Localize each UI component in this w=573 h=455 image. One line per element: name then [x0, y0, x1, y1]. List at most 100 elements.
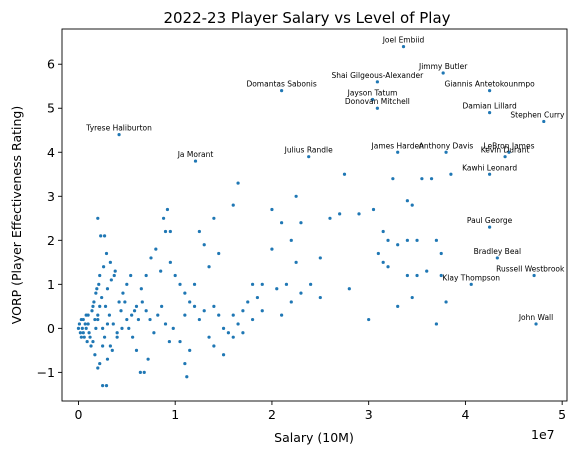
data-point [221, 353, 226, 357]
y-axis-label: VORP (Player Effectiveness Rating) [9, 106, 24, 324]
x-tick-label: 2 [268, 407, 276, 422]
point-label: Kawhi Leonard [462, 163, 517, 172]
annotated-data-point [488, 89, 492, 93]
data-point [102, 234, 107, 238]
data-point [96, 317, 100, 322]
annotated-data-point [469, 282, 473, 286]
data-point [396, 304, 400, 308]
data-point [88, 335, 92, 339]
data-point [76, 326, 81, 330]
data-point [444, 300, 448, 304]
data-point [429, 177, 434, 181]
x-axis-label: Salary (10M) [274, 430, 354, 445]
data-point [97, 282, 101, 286]
data-point [81, 317, 85, 322]
data-point [299, 291, 303, 295]
data-point [236, 181, 240, 185]
data-point [405, 273, 409, 278]
data-point [309, 282, 313, 286]
data-point [425, 269, 429, 273]
data-point [241, 309, 245, 313]
point-label: Donovan Mitchell [345, 97, 410, 106]
data-point [115, 335, 119, 339]
data-point [111, 322, 115, 326]
data-point [110, 348, 114, 352]
data-point [294, 194, 298, 198]
data-point [101, 383, 105, 388]
data-point [168, 229, 172, 234]
data-point [125, 317, 129, 322]
data-point [96, 366, 100, 370]
annotated-data-point [532, 273, 536, 278]
data-point [160, 304, 164, 308]
data-point [144, 309, 148, 313]
data-point [93, 317, 97, 322]
data-point [121, 291, 125, 295]
data-point [163, 229, 168, 234]
data-point [93, 353, 97, 357]
y-tick-label: 4 [47, 145, 55, 160]
data-point [207, 335, 211, 339]
data-point [250, 282, 255, 286]
data-point [83, 322, 87, 326]
data-point [347, 287, 351, 291]
data-point [159, 269, 163, 273]
x-tick-label: 3 [365, 407, 373, 422]
data-point [183, 313, 187, 317]
chart-title: 2022-23 Player Salary vs Level of Play [163, 9, 450, 27]
data-point [231, 203, 235, 207]
data-point [415, 238, 419, 242]
data-point [146, 357, 150, 361]
data-point [270, 207, 274, 212]
data-point [84, 326, 88, 330]
annotated-data-point [396, 150, 400, 154]
data-point [231, 313, 235, 317]
data-point [299, 221, 303, 225]
y-tick-label: 6 [47, 57, 55, 72]
data-point [161, 216, 166, 220]
point-label: Klay Thompson [442, 273, 500, 282]
data-point [101, 344, 105, 348]
point-label: John Wall [518, 313, 553, 322]
point-label: Shai Gilgeous-Alexander [332, 71, 425, 80]
data-point [173, 273, 177, 278]
data-point [197, 229, 201, 234]
data-point [96, 216, 100, 220]
data-point [415, 273, 419, 278]
data-point [142, 370, 146, 374]
y-tick-label: −1 [37, 365, 55, 380]
data-point [154, 247, 158, 251]
x-tick-label: 0 [74, 407, 82, 422]
data-point [250, 317, 255, 322]
data-point [168, 260, 172, 264]
annotated-data-point [193, 159, 198, 163]
data-point [79, 335, 83, 339]
data-point [134, 304, 139, 308]
data-point [188, 348, 192, 352]
data-point [77, 322, 82, 326]
data-point [87, 331, 91, 335]
data-point [86, 313, 90, 317]
point-label: Tyrese Haliburton [85, 124, 152, 133]
data-point [105, 287, 110, 291]
data-point [102, 335, 107, 339]
annotated-data-point [534, 322, 538, 326]
data-point [434, 238, 438, 242]
annotated-data-point [370, 97, 375, 102]
data-point [255, 295, 260, 300]
data-points [76, 172, 453, 388]
data-point [192, 282, 197, 286]
data-point [434, 322, 438, 326]
data-point [202, 309, 206, 313]
data-point [119, 309, 123, 313]
data-point [178, 282, 182, 286]
data-point [410, 203, 414, 207]
data-point [117, 300, 121, 304]
data-point [439, 251, 443, 256]
data-point [260, 309, 264, 313]
data-point [115, 331, 119, 335]
data-point [91, 304, 95, 308]
data-point [420, 177, 424, 181]
annotated-data-point [280, 89, 284, 93]
data-point [386, 265, 390, 269]
